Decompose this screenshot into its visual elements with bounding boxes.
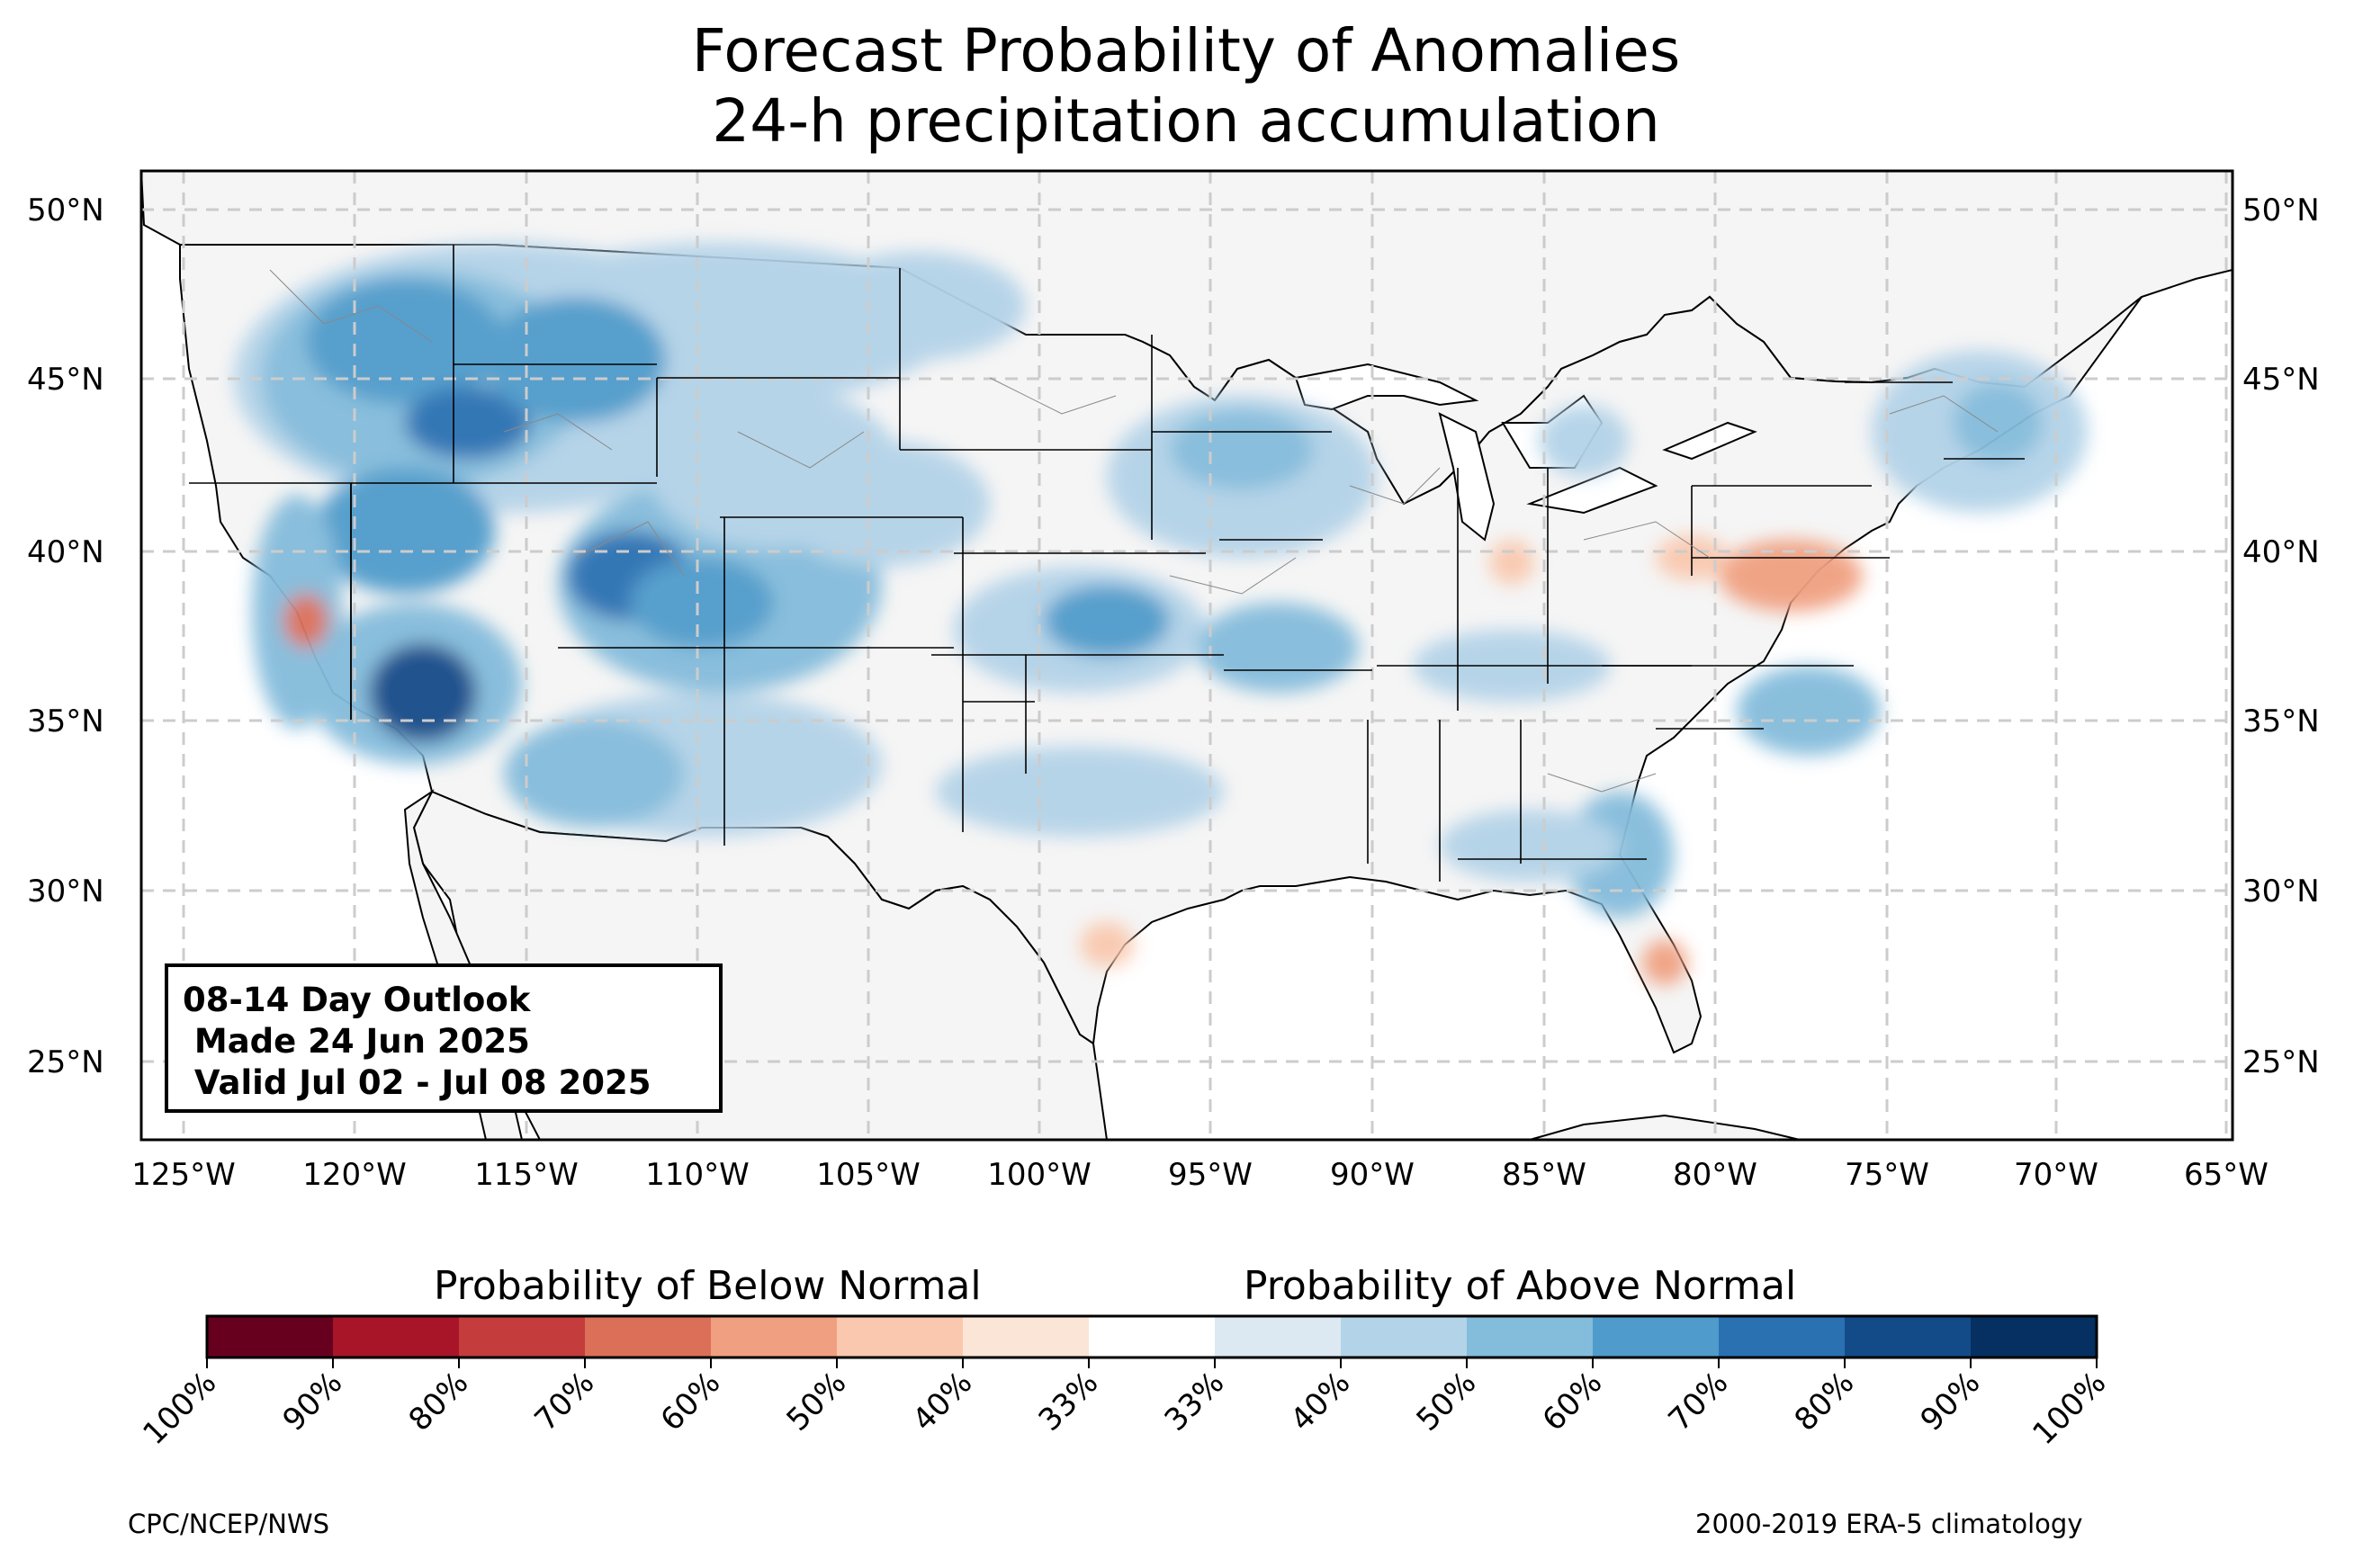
region-iowa-core xyxy=(1170,409,1314,490)
colorbar-tick-label: 100% xyxy=(136,1365,223,1452)
colorbar-tick-label: 90% xyxy=(1914,1365,1988,1438)
outlook-line-2: Made 24 Jun 2025 xyxy=(183,1022,530,1061)
region-north-carolina xyxy=(1737,666,1881,756)
colorbar-tick-label: 70% xyxy=(528,1365,602,1438)
lat-label: 30°N xyxy=(27,874,104,909)
colorbar-segment xyxy=(1971,1316,2098,1357)
colorbar-segment xyxy=(1467,1316,1594,1357)
region-wyoming-montana xyxy=(486,297,666,423)
colorbar-segment xyxy=(1341,1316,1468,1357)
region-florida-panhandle xyxy=(1440,810,1620,882)
lat-label: 25°N xyxy=(2242,1044,2320,1080)
gridlines xyxy=(141,171,2233,1140)
state-borders xyxy=(189,245,2025,882)
region-central-florida-below xyxy=(1642,940,1687,985)
colorbar-segment xyxy=(837,1316,964,1357)
lat-label: 35°N xyxy=(2242,703,2320,739)
colorbar-tick-label: 33% xyxy=(1158,1365,1232,1438)
region-four-corners xyxy=(630,558,774,648)
lon-labels: 125°W 120°W 115°W 110°W 105°W 100°W 95°W… xyxy=(131,1157,2269,1193)
lon-label: 75°W xyxy=(1845,1157,1929,1193)
region-dakotas xyxy=(810,252,1026,360)
above-normal-label: Probability of Above Normal xyxy=(1244,1263,1797,1309)
colorbar-segment xyxy=(459,1316,586,1357)
below-normal-label: Probability of Below Normal xyxy=(434,1263,982,1309)
colorbar: 100% 90% 80% 70% 60% 50% 40% 33% 33% 40% 50% 60% 70%… xyxy=(136,1314,2113,1452)
credit-left: CPC/NCEP/NWS xyxy=(128,1509,330,1539)
county-lines xyxy=(269,269,1999,793)
lon-label: 100°W xyxy=(987,1157,1092,1193)
colorbar-segment xyxy=(207,1316,334,1357)
colorbar-tick-label: 40% xyxy=(1284,1365,1358,1438)
colorbar-segment xyxy=(333,1316,460,1357)
region-sf-bay-below xyxy=(283,594,328,648)
lat-label: 50°N xyxy=(2242,193,2320,228)
region-indiana-below xyxy=(1489,540,1534,585)
lat-labels-left: 50°N 45°N 40°N 35°N 30°N 25°N xyxy=(27,193,104,1080)
colorbar-segment xyxy=(1719,1316,1846,1357)
lon-label: 80°W xyxy=(1673,1157,1757,1193)
lat-label: 40°N xyxy=(2242,534,2320,570)
outlook-info-box: 08-14 Day Outlook Made 24 Jun 2025 Valid… xyxy=(165,963,723,1113)
colorbar-segment xyxy=(1089,1316,1216,1357)
colorbar-segment xyxy=(711,1316,838,1357)
colorbar-tick-label: 60% xyxy=(1536,1365,1610,1438)
colorbar-tick-label: 40% xyxy=(906,1365,980,1438)
colorbar-tick-label: 100% xyxy=(2026,1365,2113,1452)
outlook-line-3: Valid Jul 02 - Jul 08 2025 xyxy=(183,1063,651,1102)
colorbar-tick-label: 70% xyxy=(1662,1365,1736,1438)
region-nebraska xyxy=(774,441,990,567)
colorbar-tick-label: 80% xyxy=(1788,1365,1862,1438)
region-arizona xyxy=(504,720,684,828)
colorbar-tick-label: 80% xyxy=(402,1365,476,1438)
lat-labels-right: 50°N 45°N 40°N 35°N 30°N 25°N xyxy=(2242,193,2320,1080)
credit-right: 2000-2019 ERA-5 climatology xyxy=(1695,1509,2083,1539)
colorbar-frame xyxy=(205,1314,2098,1359)
lon-label: 90°W xyxy=(1330,1157,1415,1193)
lon-label: 65°W xyxy=(2184,1157,2269,1193)
lat-label: 45°N xyxy=(2242,362,2320,398)
colorbar-tick-label: 60% xyxy=(654,1365,728,1438)
outlook-line-1: 08-14 Day Outlook xyxy=(183,981,531,1019)
colorbar-tick-label: 33% xyxy=(1032,1365,1106,1438)
title-line-1: Forecast Probability of Anomalies xyxy=(691,16,1681,85)
colorbar-tick-label: 90% xyxy=(276,1365,350,1438)
chart-title: Forecast Probability of Anomalies 24-h p… xyxy=(0,16,2372,157)
colorbar-tick-label: 50% xyxy=(1410,1365,1484,1438)
lon-label: 85°W xyxy=(1502,1157,1586,1193)
lon-label: 115°W xyxy=(474,1157,579,1193)
lon-label: 70°W xyxy=(2014,1157,2098,1193)
lat-label: 45°N xyxy=(27,362,104,398)
lon-label: 105°W xyxy=(816,1157,921,1193)
region-kansas-core xyxy=(1044,585,1170,657)
title-line-2: 24-h precipitation accumulation xyxy=(712,86,1660,156)
lat-label: 30°N xyxy=(2242,874,2320,909)
region-oklahoma-texas xyxy=(936,747,1224,837)
lat-label: 25°N xyxy=(27,1044,104,1080)
region-new-england-core xyxy=(1953,382,2043,463)
lon-label: 95°W xyxy=(1168,1157,1253,1193)
lat-label: 40°N xyxy=(27,534,104,570)
colorbar-segment xyxy=(1215,1316,1342,1357)
region-idaho-core xyxy=(405,387,531,459)
lon-label: 120°W xyxy=(302,1157,407,1193)
cuba-land xyxy=(1529,1114,1801,1140)
lat-label: 50°N xyxy=(27,193,104,228)
region-nevada-north xyxy=(315,468,495,594)
lon-label: 125°W xyxy=(131,1157,236,1193)
colorbar-segment xyxy=(963,1316,1090,1357)
colorbar-segment xyxy=(585,1316,712,1357)
lat-label: 35°N xyxy=(27,703,104,739)
lon-label: 110°W xyxy=(645,1157,750,1193)
region-michigan xyxy=(1539,405,1629,477)
colorbar-tick-label: 50% xyxy=(780,1365,854,1438)
colorbar-segment xyxy=(1845,1316,1972,1357)
region-southern-california-core xyxy=(369,643,477,742)
region-idaho-level3 xyxy=(306,279,504,405)
map-border xyxy=(139,169,2234,1142)
colorbar-segment xyxy=(1593,1316,1720,1357)
region-missouri xyxy=(1197,603,1359,693)
region-south-texas-below xyxy=(1080,922,1134,967)
